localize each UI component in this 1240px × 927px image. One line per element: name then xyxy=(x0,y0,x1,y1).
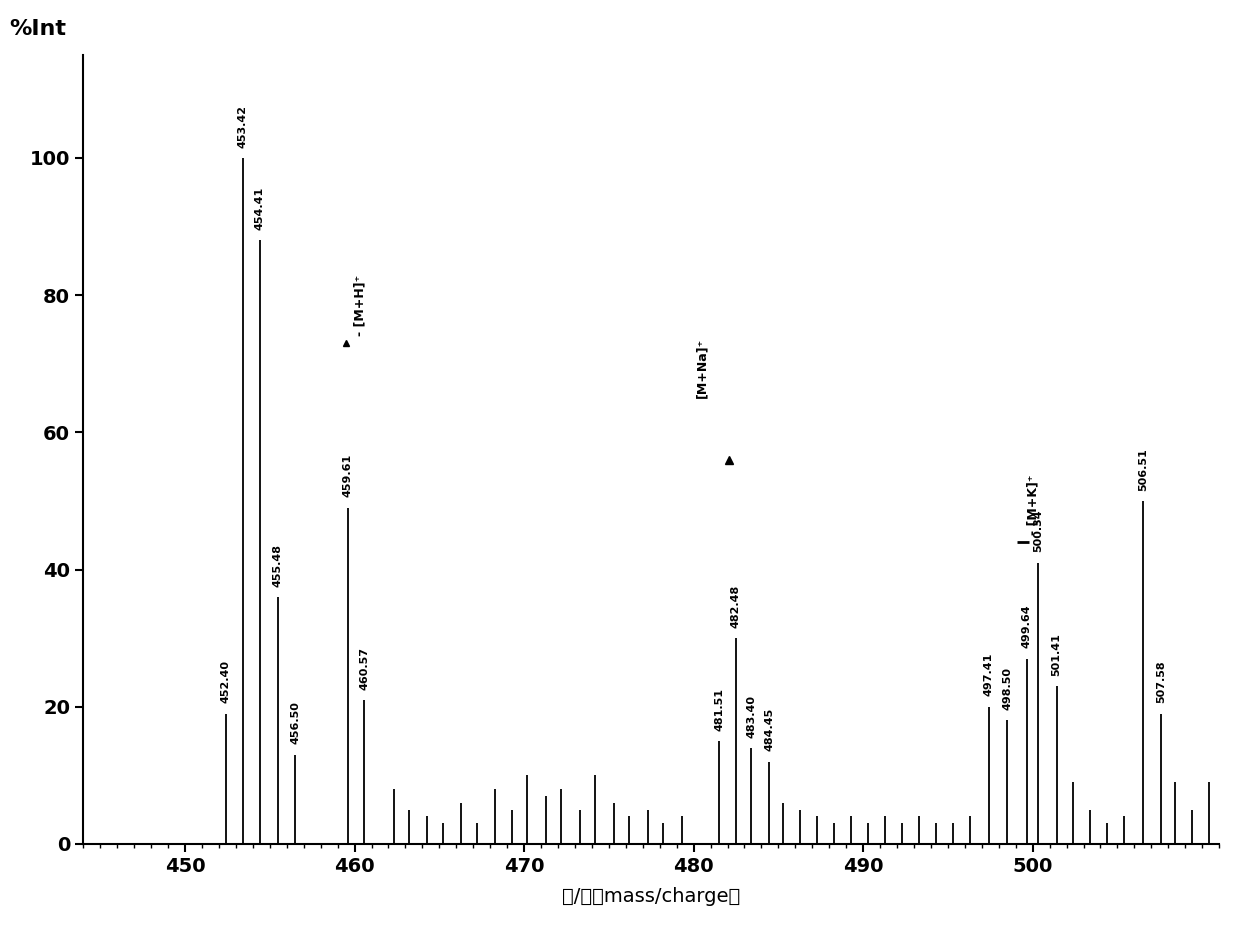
Text: 481.51: 481.51 xyxy=(714,688,724,730)
Text: 456.50: 456.50 xyxy=(290,702,300,744)
Text: - [M+K]⁺: - [M+K]⁺ xyxy=(1027,475,1039,535)
Text: 500.34: 500.34 xyxy=(1033,510,1043,552)
Text: 497.41: 497.41 xyxy=(983,653,993,696)
Text: 482.48: 482.48 xyxy=(730,585,740,628)
Text: %Int: %Int xyxy=(10,19,67,39)
Text: 454.41: 454.41 xyxy=(254,186,265,230)
Text: 452.40: 452.40 xyxy=(221,660,231,704)
Text: 506.51: 506.51 xyxy=(1138,448,1148,490)
Text: 460.57: 460.57 xyxy=(360,646,370,690)
Text: 507.58: 507.58 xyxy=(1156,661,1166,704)
Text: 483.40: 483.40 xyxy=(746,694,756,738)
Text: 501.41: 501.41 xyxy=(1052,633,1061,676)
Text: [M+Na]⁺: [M+Na]⁺ xyxy=(696,337,708,398)
Text: - [M+H]⁺: - [M+H]⁺ xyxy=(353,275,366,337)
Text: 484.45: 484.45 xyxy=(764,708,774,751)
Text: 455.48: 455.48 xyxy=(273,543,283,587)
Text: 498.50: 498.50 xyxy=(1002,667,1012,710)
Text: 453.42: 453.42 xyxy=(238,105,248,147)
Text: 499.64: 499.64 xyxy=(1022,604,1032,648)
Text: 459.61: 459.61 xyxy=(343,454,353,498)
X-axis label: 质/荷（mass/charge）: 质/荷（mass/charge） xyxy=(562,887,740,907)
